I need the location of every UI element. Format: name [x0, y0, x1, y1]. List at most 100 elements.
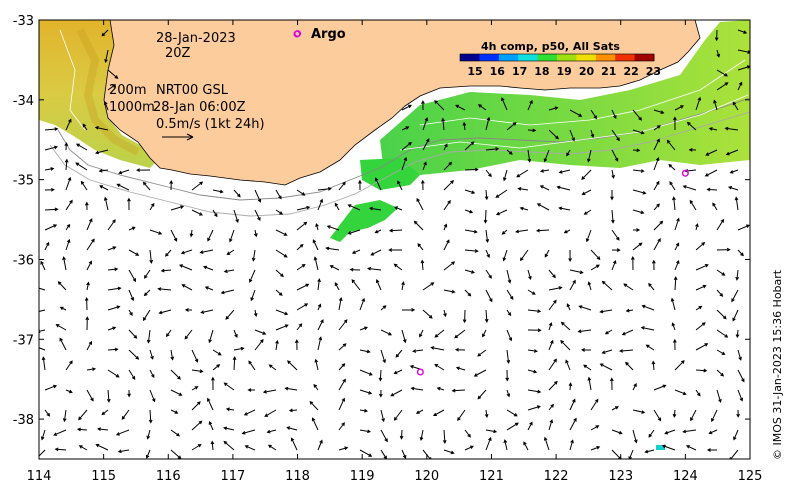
current-vector — [527, 349, 538, 353]
current-vector — [716, 329, 729, 338]
current-vector — [462, 121, 467, 131]
current-vector — [148, 409, 153, 424]
current-vector — [569, 129, 575, 142]
current-vector — [388, 228, 403, 233]
current-vector — [191, 369, 204, 374]
current-vector — [401, 307, 416, 312]
current-vector — [393, 263, 403, 271]
current-vector — [243, 409, 256, 416]
current-vector — [695, 223, 699, 231]
current-vector — [464, 229, 478, 234]
current-vector — [296, 283, 310, 291]
current-vector — [716, 309, 727, 320]
current-vector — [716, 389, 722, 404]
current-vector — [583, 364, 592, 371]
current-vector — [558, 206, 571, 211]
current-vector — [568, 249, 572, 263]
current-vector — [506, 122, 517, 131]
current-vector — [116, 183, 130, 191]
colorbar-swatch — [595, 54, 616, 61]
colorbar-swatch — [634, 54, 655, 61]
current-vector — [59, 337, 67, 351]
current-vector — [443, 199, 451, 211]
colorbar-label: 19 — [557, 65, 572, 78]
current-vector — [689, 199, 697, 211]
current-vector — [565, 359, 571, 371]
current-vector — [611, 229, 620, 241]
current-vector — [40, 260, 46, 271]
current-vector — [731, 289, 739, 303]
current-vector — [380, 329, 393, 336]
current-vector — [75, 143, 88, 151]
current-vector — [737, 389, 744, 402]
sst-patch-cyan — [656, 445, 665, 450]
current-vector — [104, 101, 109, 111]
argo-floats — [294, 30, 689, 376]
current-vector — [645, 344, 655, 351]
current-vector — [462, 309, 467, 324]
current-vector — [558, 169, 571, 174]
current-vector — [370, 249, 382, 256]
current-vector — [599, 363, 613, 371]
current-vector — [695, 389, 701, 397]
current-vector — [232, 356, 237, 371]
colorbar-swatch — [518, 54, 539, 61]
current-vector — [317, 278, 321, 291]
sst-contour-1 — [59, 29, 86, 131]
current-vector — [625, 308, 634, 313]
current-vector — [191, 386, 199, 391]
colorbar-title: 4h comp, p50, All Sats — [481, 40, 620, 53]
current-vector — [211, 376, 215, 391]
current-vector — [40, 429, 46, 441]
current-vector — [80, 180, 88, 191]
current-vector — [611, 248, 621, 252]
current-vector — [204, 286, 214, 291]
current-vector — [519, 206, 529, 211]
current-vector — [170, 429, 181, 437]
current-vector — [250, 289, 256, 302]
current-vector — [644, 449, 655, 454]
current-vector — [106, 389, 111, 403]
product-time-label: 28-Jan 06:00Z — [153, 100, 246, 115]
current-vector — [225, 407, 235, 412]
current-vector — [464, 209, 474, 214]
current-vector — [485, 147, 500, 151]
current-vector — [203, 265, 214, 271]
current-vector — [619, 349, 634, 353]
colorbar-swatch — [557, 54, 577, 61]
current-vector — [44, 207, 59, 212]
current-vector — [165, 249, 172, 257]
current-vector — [64, 158, 69, 171]
current-vector — [443, 180, 454, 191]
current-vector — [374, 177, 382, 191]
current-vector — [581, 189, 592, 195]
current-vector — [82, 123, 88, 131]
current-vector — [351, 279, 361, 291]
current-vector — [669, 181, 676, 191]
current-vector — [590, 249, 601, 261]
current-vector — [485, 269, 492, 279]
current-vector — [338, 397, 345, 411]
current-vector — [653, 125, 661, 131]
current-vector — [44, 224, 58, 231]
current-vector — [121, 409, 130, 420]
current-vector — [506, 149, 513, 155]
current-vector — [569, 109, 583, 117]
current-vector — [653, 237, 661, 251]
current-vector — [690, 409, 697, 422]
current-vector — [501, 97, 508, 111]
current-vector — [716, 289, 724, 297]
current-vector — [146, 329, 151, 344]
current-vector — [569, 417, 577, 431]
current-vector — [527, 309, 542, 313]
current-vector — [737, 224, 750, 231]
current-vector — [101, 409, 109, 416]
current-vector — [443, 143, 448, 151]
current-vector — [729, 169, 739, 174]
product-label: NRT00 GSL — [156, 83, 229, 98]
current-vector — [736, 409, 740, 418]
current-vector — [76, 427, 88, 432]
current-vector — [527, 328, 542, 333]
current-vector — [485, 289, 493, 303]
current-vector — [704, 169, 718, 177]
